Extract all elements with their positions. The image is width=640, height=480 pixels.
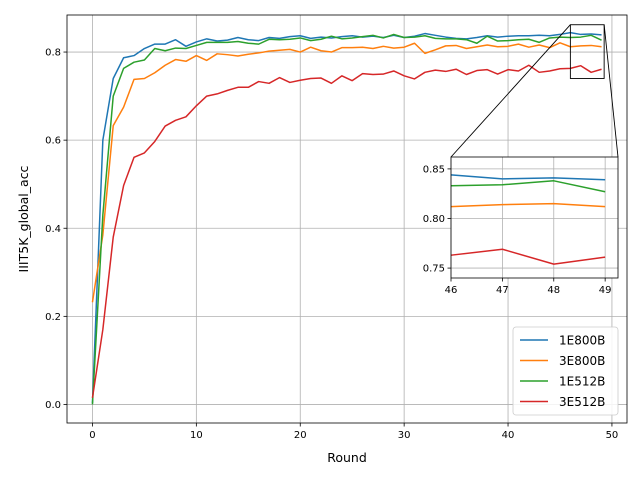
series-line (450, 202, 606, 208)
series-line (450, 248, 606, 265)
x-tick-label: 10 (190, 430, 203, 441)
y-tick-label: 0.85 (423, 165, 445, 176)
series-line (91, 64, 602, 398)
main-axes-frame (66, 14, 628, 424)
y-tick-label: 0.2 (45, 312, 61, 323)
main-plot: 0 10 20 30 40 50 0.0 0.2 0.4 0.6 0.8 Round IIIT5K_… (16, 14, 628, 465)
x-tick-label: 0 (89, 430, 95, 441)
legend-box (512, 326, 619, 416)
y-tick-label: 0.80 (423, 214, 445, 225)
legend-label: 1E800B (559, 334, 605, 348)
zoom-connectors (450, 24, 619, 158)
zoom-indicator-box (569, 24, 605, 79)
y-tick-label: 0.4 (45, 224, 61, 235)
y-tick-label: 0.6 (45, 136, 61, 147)
y-tick-label: 0.75 (423, 264, 445, 275)
legend-label: 3E800B (559, 354, 605, 368)
zoom-connector-line (450, 24, 571, 158)
x-tick-label: 48 (547, 285, 560, 296)
legend-label: 1E512B (559, 375, 605, 389)
main-series (91, 31, 602, 405)
y-tick-label: 0.8 (45, 48, 61, 59)
x-tick-label: 40 (502, 430, 515, 441)
legend-label: 3E512B (559, 395, 605, 409)
inset-series (450, 174, 606, 265)
series-line (91, 31, 602, 404)
x-tick-label: 20 (294, 430, 307, 441)
main-ticks: 0 10 20 30 40 50 0.0 0.2 0.4 0.6 0.8 (45, 48, 618, 441)
series-line (450, 180, 606, 193)
x-tick-label: 49 (599, 285, 612, 296)
inset-axes-frame (450, 156, 619, 279)
x-tick-label: 30 (398, 430, 411, 441)
y-axis-label: IIIT5K_global_acc (16, 165, 31, 272)
inset-ticks: 46 47 48 49 0.75 0.80 0.85 (423, 165, 612, 296)
series-line (91, 42, 602, 303)
series-line (91, 33, 602, 405)
x-axis-label: Round (327, 450, 367, 465)
series-line (450, 174, 606, 181)
x-tick-label: 50 (606, 430, 619, 441)
x-tick-label: 47 (496, 285, 509, 296)
legend: 1E800B 3E800B 1E512B 3E512B (512, 326, 619, 416)
y-tick-label: 0.0 (45, 400, 61, 411)
inset-background (451, 157, 618, 278)
inset-plot: 46 47 48 49 0.75 0.80 0.85 (423, 156, 619, 296)
zoom-connector-line (603, 24, 619, 158)
x-tick-label: 46 (445, 285, 458, 296)
main-grid (67, 15, 627, 423)
